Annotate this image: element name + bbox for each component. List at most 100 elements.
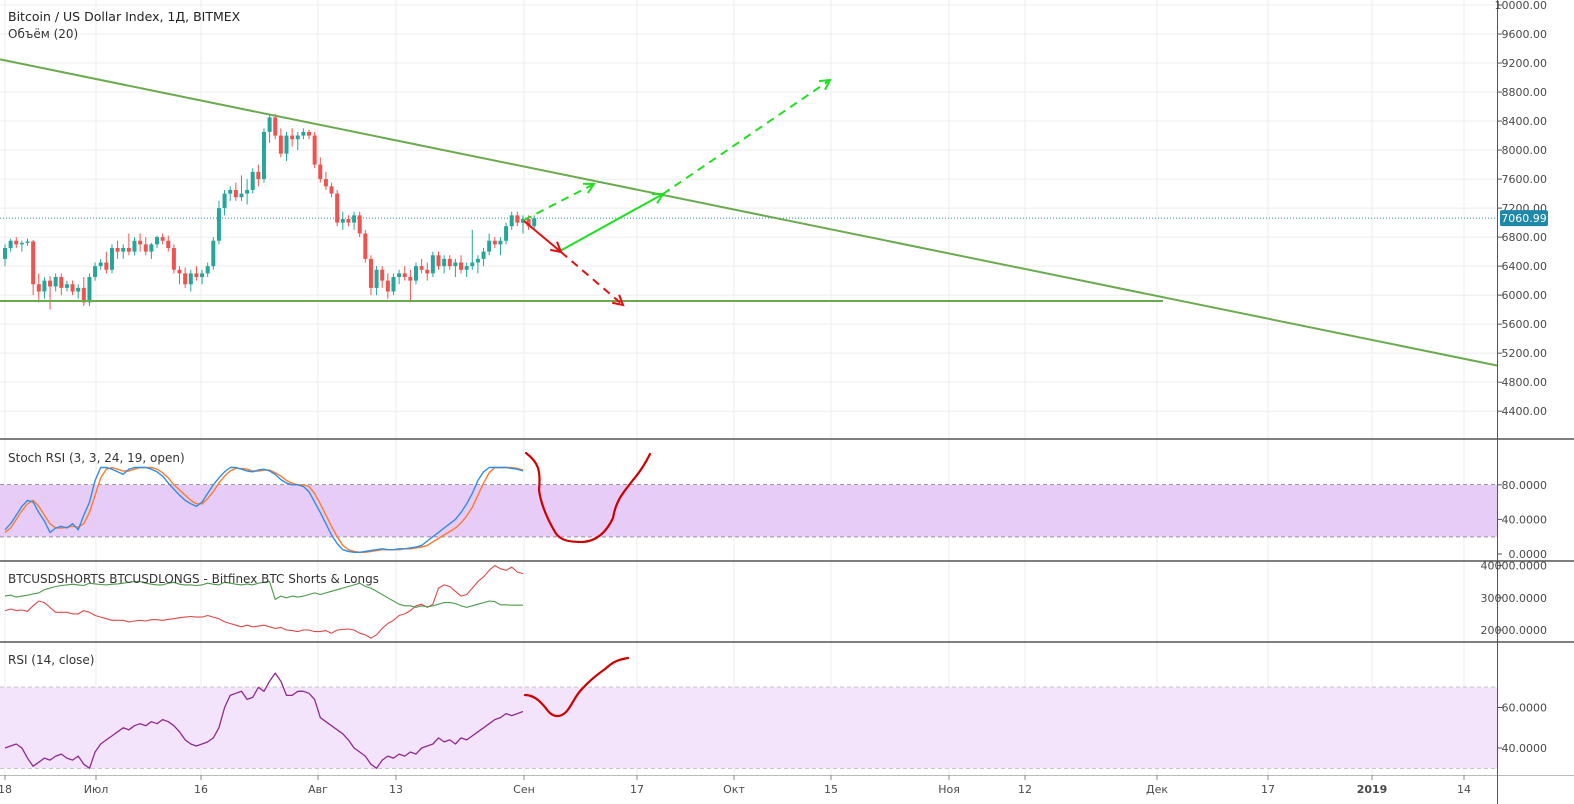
stoch-k-line <box>4 466 524 553</box>
candle-body-11 <box>64 284 69 288</box>
candle-body-16 <box>93 266 98 278</box>
candle-body-17 <box>98 262 103 267</box>
candle-body-70 <box>397 273 402 278</box>
stoch-rsi-plot[interactable] <box>4 466 524 553</box>
candle-body-14 <box>81 287 86 303</box>
rsi-plot[interactable] <box>4 672 524 769</box>
rsi-sketch-curve <box>523 656 630 718</box>
candle-body-49 <box>278 135 283 154</box>
candle-body-38 <box>216 208 221 241</box>
rsi-y-label-0: 60.0000 <box>1502 702 1548 715</box>
shorts-longs-plot[interactable] <box>4 564 524 639</box>
candle-body-78 <box>442 258 447 267</box>
x-label-5: Сен <box>513 783 535 796</box>
candle-body-19 <box>109 247 114 270</box>
main-plot[interactable] <box>0 58 1498 367</box>
candle-body-10 <box>59 277 64 288</box>
arrow-green-dashed-long-shaft <box>662 79 831 195</box>
candle-body-45 <box>256 171 261 180</box>
candle-body-35 <box>200 273 205 278</box>
chart-title: Bitcoin / US Dollar Index, 1Д, BITMEX <box>8 9 241 24</box>
main-y-label-10: 6000.00 <box>1502 289 1548 302</box>
x-label-14: 14 <box>1457 783 1471 796</box>
arrow-green-dashed-short-shaft <box>523 183 595 221</box>
main-y-label-14: 4400.00 <box>1502 405 1548 418</box>
candle-body-31 <box>177 269 182 274</box>
sl-y-label-0: 40000.0000 <box>1481 560 1547 573</box>
stoch-band <box>0 484 1497 537</box>
candle-body-93 <box>526 218 531 227</box>
candle-body-81 <box>459 262 464 270</box>
sl-y-label-2: 20000.0000 <box>1481 624 1547 637</box>
rsi-line <box>4 672 524 769</box>
x-label-7: Окт <box>723 783 745 796</box>
candle-body-60 <box>340 218 345 223</box>
drawings <box>523 78 832 718</box>
candle-body-58 <box>329 186 334 194</box>
candle-body-59 <box>335 193 340 223</box>
candle-body-79 <box>447 258 452 267</box>
candle-body-55 <box>312 135 317 165</box>
candle-body-44 <box>250 171 255 190</box>
x-label-8: 15 <box>824 783 838 796</box>
main-y-label-5: 8000.00 <box>1502 144 1548 157</box>
stoch-y-label-2: 0.0000 <box>1509 548 1548 561</box>
x-label-0: 18 <box>0 783 12 796</box>
arrow-red-dashed-head <box>612 294 625 307</box>
main-y-label-9: 6400.00 <box>1502 260 1548 273</box>
candle-body-42 <box>239 193 244 198</box>
candle-body-61 <box>346 218 351 223</box>
candle-body-5 <box>31 241 36 285</box>
candle-body-82 <box>464 266 469 270</box>
candle-body-51 <box>290 135 295 140</box>
x-label-4: 13 <box>389 783 403 796</box>
arrow-red-dashed-shaft <box>560 251 624 306</box>
candle-body-1 <box>8 240 13 248</box>
candle-body-25 <box>143 244 148 252</box>
candle-body-53 <box>301 131 306 136</box>
main-y-label-8: 6800.00 <box>1502 231 1548 244</box>
candle-body-22 <box>126 247 131 252</box>
candle-body-18 <box>104 262 109 270</box>
candle-body-13 <box>76 287 81 292</box>
candle-body-94 <box>532 218 537 227</box>
candle-body-21 <box>121 247 126 252</box>
candle-body-36 <box>205 266 210 274</box>
shorts-longs-title: BTCUSDSHORTS BTCUSDLONGS - Bitfinex BTC … <box>8 572 379 586</box>
main-y-label-4: 8400.00 <box>1502 115 1548 128</box>
price-badge: 7060.99 <box>1500 210 1548 227</box>
x-label-3: Авг <box>308 783 328 796</box>
candle-body-41 <box>233 189 238 198</box>
main-y-label-1: 9600.00 <box>1502 28 1548 41</box>
candle-body-75 <box>425 269 430 274</box>
stoch-rsi-title: Stoch RSI (3, 3, 24, 19, open) <box>8 451 185 465</box>
candle-body-28 <box>160 237 165 241</box>
stoch-d-line <box>4 466 524 553</box>
candle-body-46 <box>261 131 266 180</box>
candle-body-24 <box>138 240 143 245</box>
x-label-12: 17 <box>1261 783 1275 796</box>
main-y-label-3: 8800.00 <box>1502 86 1548 99</box>
main-y-label-12: 5200.00 <box>1502 347 1548 360</box>
candle-body-77 <box>436 255 441 267</box>
candle-body-54 <box>307 131 312 136</box>
candle-body-86 <box>487 240 492 252</box>
candle-body-84 <box>475 258 480 263</box>
candle-body-91 <box>515 215 520 223</box>
arrow-green-solid-shaft <box>559 193 664 252</box>
rsi-band <box>0 687 1497 769</box>
rsi-y-label-1: 40.0000 <box>1502 742 1548 755</box>
candle-body-88 <box>498 240 503 245</box>
candle-body-92 <box>520 218 525 223</box>
candle-body-48 <box>273 117 278 136</box>
x-label-11: Дек <box>1146 783 1168 796</box>
candle-body-67 <box>380 269 385 281</box>
candle-body-71 <box>402 273 407 278</box>
stoch-y-label-0: 80.0000 <box>1502 479 1548 492</box>
candle-body-43 <box>245 189 250 194</box>
x-label-13: 2019 <box>1357 783 1388 796</box>
main-y-label-0: 10000.00 <box>1495 0 1548 12</box>
candle-body-64 <box>363 233 368 259</box>
